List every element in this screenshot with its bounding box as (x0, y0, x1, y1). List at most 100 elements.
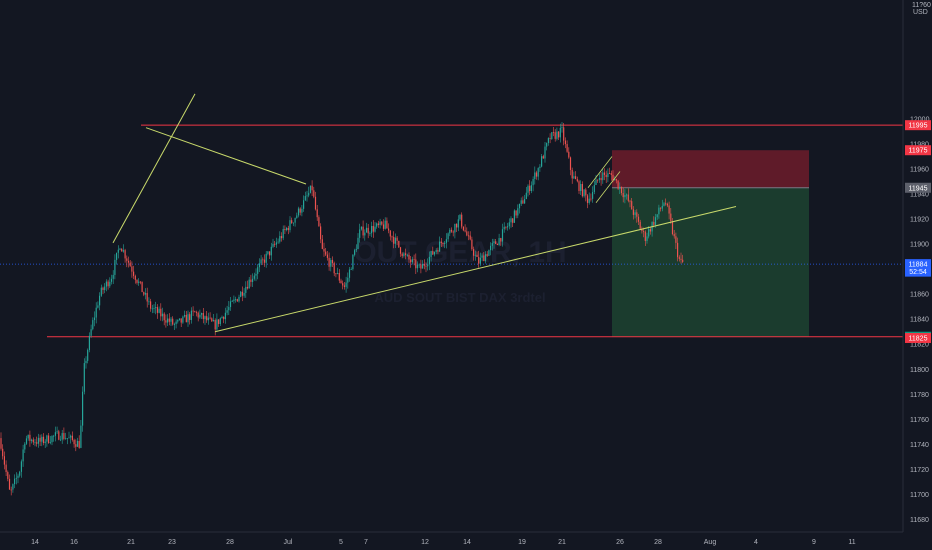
candle-body (372, 225, 374, 232)
trendline[interactable] (595, 171, 621, 204)
candle-body (447, 233, 449, 240)
candle-body (410, 259, 412, 263)
candle-body (82, 391, 84, 426)
candle-body (571, 169, 573, 179)
candle-body (134, 275, 136, 280)
candle-body (348, 269, 351, 278)
candle-body (257, 267, 259, 274)
candle-body (490, 245, 492, 251)
candle-body (399, 247, 402, 254)
candle-body (418, 264, 420, 266)
candle-body (496, 243, 498, 245)
candle-body (554, 132, 556, 139)
price-tag-label: 11995 (909, 123, 928, 130)
candle-body (614, 179, 616, 181)
candle-body (558, 131, 560, 138)
candle-body (321, 239, 323, 249)
candle-body (2, 448, 4, 457)
candle-body (252, 278, 254, 282)
candle-body (636, 212, 638, 217)
candle-body (255, 273, 257, 276)
time-axis[interactable]: 14 16 21 23 28 Jul 5 7 12 14 19 21 26 28 Aug 4 9 11 (31, 539, 856, 546)
candle-body (568, 151, 570, 158)
candle-body (534, 172, 536, 180)
candle-body (87, 350, 89, 361)
y-tick-label: 11700 (910, 492, 929, 499)
candle-body (556, 131, 558, 139)
candle-body (309, 185, 311, 193)
candle-body (649, 229, 651, 232)
trendlines[interactable] (112, 93, 737, 333)
candle-body (267, 251, 269, 254)
candle-body (297, 208, 300, 216)
y-tick-label: 11900 (910, 242, 929, 249)
candle-body (190, 310, 192, 320)
candle-body (457, 219, 459, 228)
candle-body (439, 241, 441, 252)
candle-body (25, 438, 28, 444)
candle-body (532, 179, 534, 186)
candle-body (165, 320, 167, 323)
candle-body (7, 472, 9, 479)
candle-body (20, 461, 22, 472)
candle-body (107, 281, 109, 287)
candle-body (39, 437, 41, 442)
candle-body (440, 241, 442, 244)
x-tick-label: Aug (704, 539, 717, 546)
candle-body (597, 179, 599, 181)
candle-body (415, 259, 417, 269)
candle-body (513, 210, 515, 223)
take-profit-zone[interactable] (612, 187, 809, 337)
candle-body (233, 299, 235, 301)
candle-body (337, 273, 339, 274)
candle-body (473, 249, 475, 256)
candle-body (566, 144, 568, 152)
stop-loss-zone[interactable] (612, 150, 809, 188)
candle-body (32, 439, 34, 443)
candle-body (146, 293, 148, 302)
candle-body (578, 181, 580, 192)
candle-body (269, 251, 271, 256)
trendline[interactable] (145, 127, 307, 185)
price-axis[interactable]: 1200011980119601194011920119001188011860… (910, 116, 930, 524)
candle-body (427, 264, 429, 267)
currency-label: USD (913, 9, 928, 16)
candle-body (170, 318, 172, 322)
candle-body (93, 317, 96, 321)
trendline[interactable] (214, 206, 737, 333)
candle-body (462, 226, 464, 231)
candle-body (155, 307, 157, 309)
candle-body (600, 177, 602, 181)
candle-body (265, 253, 267, 263)
candle-body (114, 259, 116, 275)
position-box[interactable] (612, 150, 809, 337)
candle-body (10, 489, 12, 491)
candle-body (56, 431, 58, 433)
candle-body (522, 200, 524, 204)
candle-body (464, 230, 466, 232)
candle-body (646, 236, 648, 241)
candle-body (617, 180, 619, 189)
candle-body (537, 168, 539, 177)
trendline[interactable] (587, 156, 613, 189)
candle-body (430, 251, 432, 257)
candle-body (539, 166, 541, 169)
candle-body (3, 456, 5, 465)
candle-body (156, 307, 158, 313)
candle-body (561, 127, 563, 129)
trendline[interactable] (112, 93, 196, 244)
x-tick-label: 19 (518, 539, 526, 546)
candle-body (478, 256, 480, 264)
candle-body (187, 314, 189, 323)
price-tag (905, 259, 931, 270)
candle-body (603, 172, 606, 175)
horizontal-levels[interactable] (0, 124, 903, 338)
x-tick-label: 4 (754, 539, 758, 546)
candle-body (367, 227, 369, 234)
candle-body (602, 172, 604, 181)
candle-body (294, 218, 296, 223)
candle-body (88, 335, 90, 351)
candle-body (129, 262, 131, 267)
candle-body (423, 263, 425, 266)
